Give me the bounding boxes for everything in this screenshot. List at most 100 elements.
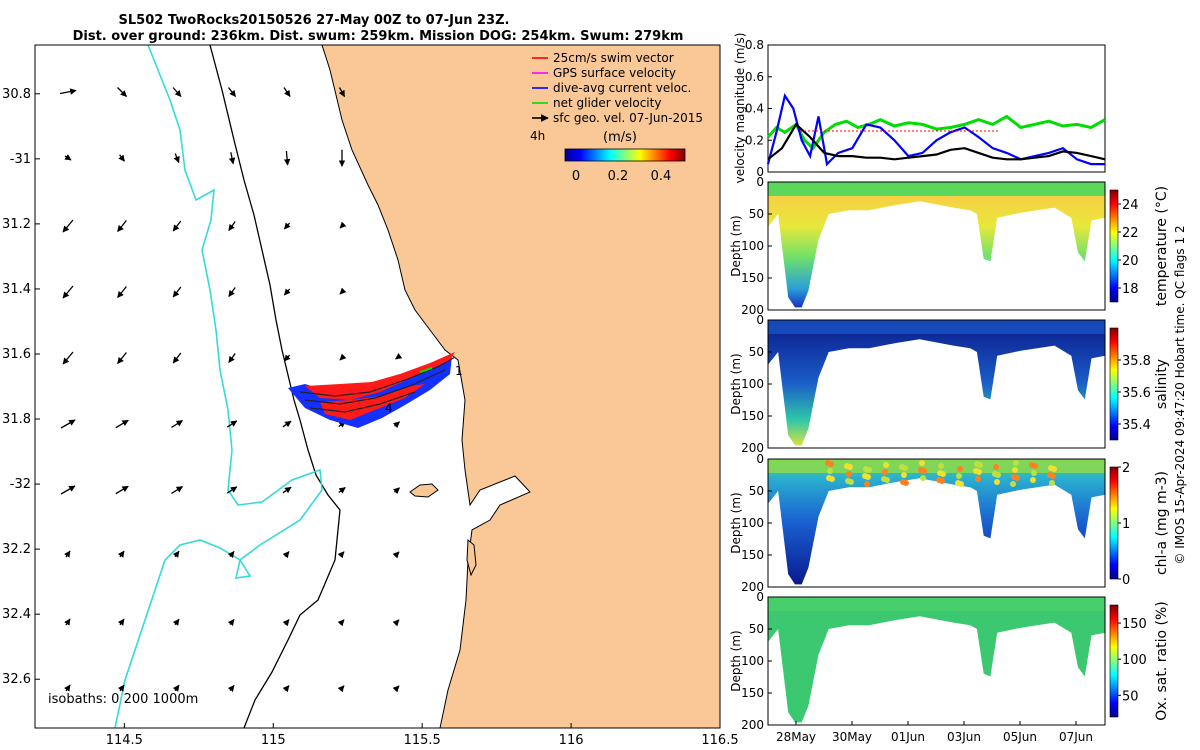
temperature-panel: 0 50 100 150 200 Depth (m) 18 20 22 24 temperature…: [729, 175, 1170, 317]
geo-arrow: [64, 550, 71, 558]
chl-sample-dot: [882, 469, 888, 475]
geo-arrow: [228, 353, 236, 364]
time-x-tick-label: 01Jun: [891, 730, 925, 744]
chl-sample-dot: [884, 477, 890, 483]
chl-sample-dot: [940, 471, 946, 477]
speed-colorbar-tick-0: 0: [572, 169, 580, 184]
geo-arrow: [227, 618, 235, 627]
chl-sample-dot: [848, 479, 854, 485]
geo-arrow: [64, 154, 72, 161]
geo-arrow: [171, 420, 184, 428]
salinity-panel: 0 50 100 150 200 Depth (m) 35.4 35.6 35.8 salinit…: [729, 313, 1170, 455]
geo-arrow: [62, 285, 74, 299]
geo-arrow: [117, 618, 125, 626]
colorbar-label: temperature (°C): [1154, 186, 1170, 306]
track-line-b: [304, 369, 446, 405]
geo-arrow: [117, 286, 127, 299]
geo-arrow: [337, 551, 345, 559]
geo-arrow: [228, 287, 236, 298]
geo-arrow: [171, 486, 184, 494]
section-y-tick-label: 200: [741, 441, 764, 455]
velocity-y-tick-label: 0.8: [745, 38, 764, 52]
colorbar-tick-label: 50: [1122, 689, 1139, 704]
legend-label: GPS surface velocity: [553, 66, 676, 80]
time-x-tick-label: 28May: [776, 730, 816, 744]
section-y-tick-label: 100: [741, 239, 764, 253]
velocity-series-line: [766, 114, 1106, 151]
section-y-tick-label: 150: [741, 686, 764, 700]
geo-arrow: [118, 154, 125, 162]
map-x-tick-label: 115.5: [404, 733, 441, 748]
map-x-tick-label: 116.5: [701, 733, 738, 748]
section-y-tick-label: 50: [749, 345, 764, 359]
chl-sample-dot: [995, 472, 1001, 478]
map-y-ticks: 30.8 -31 31.2 31.4 31.6 31.8 -32 32.2 32.4 32.6: [2, 87, 40, 687]
geo-arrow: [392, 421, 400, 429]
chl-sample-dot: [1049, 480, 1055, 486]
geo-arrow: [226, 420, 238, 428]
chl-sample-dot: [956, 473, 962, 479]
geo-arrow: [283, 354, 291, 362]
oxygen-panel: 0 50 100 150 200 Depth (m) 50 100 150 Ox. sat. ra…: [729, 590, 1170, 732]
colorbar-label: chl-a (mg m-3): [1154, 471, 1170, 575]
map-y-tick-label: 31.4: [2, 282, 31, 297]
map-y-tick-label: 31.2: [2, 217, 31, 232]
section-y-tick-label: 150: [741, 409, 764, 423]
map-y-tick-label: 31.8: [2, 412, 31, 427]
geo-arrow: [60, 419, 76, 429]
section-colorbar: [1109, 189, 1119, 303]
velocity-y-tick-label: 0.4: [745, 102, 764, 116]
geo-arrow: [228, 152, 236, 165]
figure-title-line1: SL502 TwoRocks20150526 27-May 00Z to 07-…: [119, 13, 510, 28]
chl-sample-dot: [1014, 475, 1020, 481]
isobath-legend: isobaths: 0 200 1000m: [48, 692, 198, 707]
section-y-tick-label: 0: [756, 452, 764, 466]
map-y-tick-label: -32: [10, 477, 31, 492]
chl-sample-dot: [1032, 463, 1038, 469]
chl-sample-dot: [827, 468, 833, 474]
chl-sample-dot: [865, 474, 871, 480]
chl-sample-dot: [976, 469, 982, 475]
figure-title-line2: Dist. over ground: 236km. Dist. swum: 25…: [73, 29, 684, 44]
map-y-tick-label: 32.6: [2, 672, 31, 687]
section-y-tick-label: 100: [741, 377, 764, 391]
chl-sample-dot: [957, 466, 963, 472]
glider-track: 1 4: [288, 352, 463, 428]
section-surface-layer: [768, 182, 1105, 196]
section-y-tick-label: 50: [749, 484, 764, 498]
colorbar-tick-label: 22: [1122, 226, 1139, 241]
time-x-tick-label: 30May: [832, 730, 872, 744]
colorbar-label: Ox. sat. ratio (%): [1154, 601, 1170, 720]
section-colorbar: [1109, 327, 1119, 441]
geo-arrow: [172, 550, 180, 558]
chl-sample-dot: [847, 464, 853, 470]
velocity-series-line: [767, 122, 1106, 161]
section-y-tick-label: 200: [741, 718, 764, 732]
section-ylabel: Depth (m): [729, 353, 743, 414]
geo-arrow: [226, 486, 238, 494]
track-label-1: 1: [455, 364, 463, 378]
section-y-tick-label: 50: [749, 622, 764, 636]
colorbar-tick-label: 100: [1122, 653, 1147, 668]
track-line-a: [299, 356, 456, 397]
chl-sample-dot: [1051, 466, 1057, 472]
geo-arrow: [115, 419, 129, 429]
geo-arrow: [172, 87, 182, 97]
map-y-tick-label: -31: [10, 152, 31, 167]
geo-arrow: [64, 684, 71, 692]
map-y-tick-label: 31.6: [2, 347, 31, 362]
colorbar-tick-label: 35.8: [1122, 354, 1151, 369]
geo-arrow: [282, 486, 292, 494]
geo-arrow: [59, 88, 77, 95]
geo-arrow: [395, 352, 403, 360]
velocity-y-ticks: 0 0.2 0.4 0.6 0.8: [745, 38, 772, 179]
map-y-tick-label: 32.2: [2, 542, 31, 557]
credit-text: © IMOS 15-Apr-2024 09:47:20 Hobart time.…: [1173, 225, 1187, 564]
chl-sample-dot: [866, 467, 872, 473]
geo-arrow: [339, 221, 347, 229]
section-colorbar: [1109, 466, 1119, 580]
chl-sample-dot: [919, 460, 925, 466]
geo-arrow: [338, 486, 346, 494]
colorbar-tick-label: 24: [1122, 198, 1139, 213]
